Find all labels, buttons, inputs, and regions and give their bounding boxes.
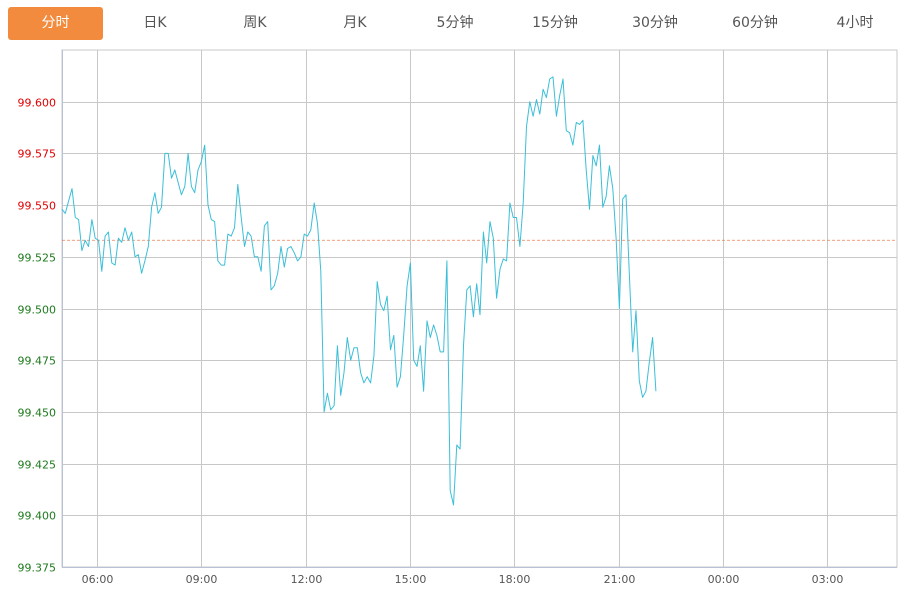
- y-tick-label: 99.475: [18, 355, 57, 368]
- y-tick-label: 99.425: [18, 459, 57, 472]
- y-tick-label: 99.500: [18, 304, 57, 317]
- y-tick-label: 99.400: [18, 510, 57, 523]
- y-tick-label: 99.575: [18, 148, 57, 161]
- y-tick-label: 99.450: [18, 407, 57, 420]
- period-tabs: 分时 日K 周K 月K 5分钟 15分钟 30分钟 60分钟 4小时: [8, 7, 905, 40]
- tab-5[interactable]: 15分钟: [532, 15, 578, 31]
- tab-0[interactable]: 分时: [8, 7, 103, 40]
- tab-6[interactable]: 30分钟: [632, 15, 678, 31]
- y-tick-label: 99.375: [18, 562, 57, 575]
- price-series-line: [61, 76, 657, 506]
- tab-1[interactable]: 日K: [143, 15, 167, 31]
- x-tick-label: 09:00: [186, 573, 218, 586]
- tab-3[interactable]: 月K: [343, 15, 367, 31]
- y-tick-label: 99.550: [18, 200, 57, 213]
- tab-7[interactable]: 60分钟: [732, 15, 778, 31]
- x-tick-label: 03:00: [812, 573, 844, 586]
- tab-4[interactable]: 5分钟: [436, 15, 474, 31]
- x-tick-label: 00:00: [708, 573, 740, 586]
- y-tick-label: 99.600: [18, 97, 57, 110]
- y-tick-label: 99.525: [18, 252, 57, 265]
- x-tick-label: 06:00: [82, 573, 114, 586]
- tab-2[interactable]: 周K: [243, 15, 267, 31]
- x-tick-label: 15:00: [395, 573, 427, 586]
- x-tick-label: 18:00: [499, 573, 531, 586]
- x-tick-label: 12:00: [291, 573, 323, 586]
- tab-8[interactable]: 4小时: [836, 15, 874, 31]
- x-tick-label: 21:00: [604, 573, 636, 586]
